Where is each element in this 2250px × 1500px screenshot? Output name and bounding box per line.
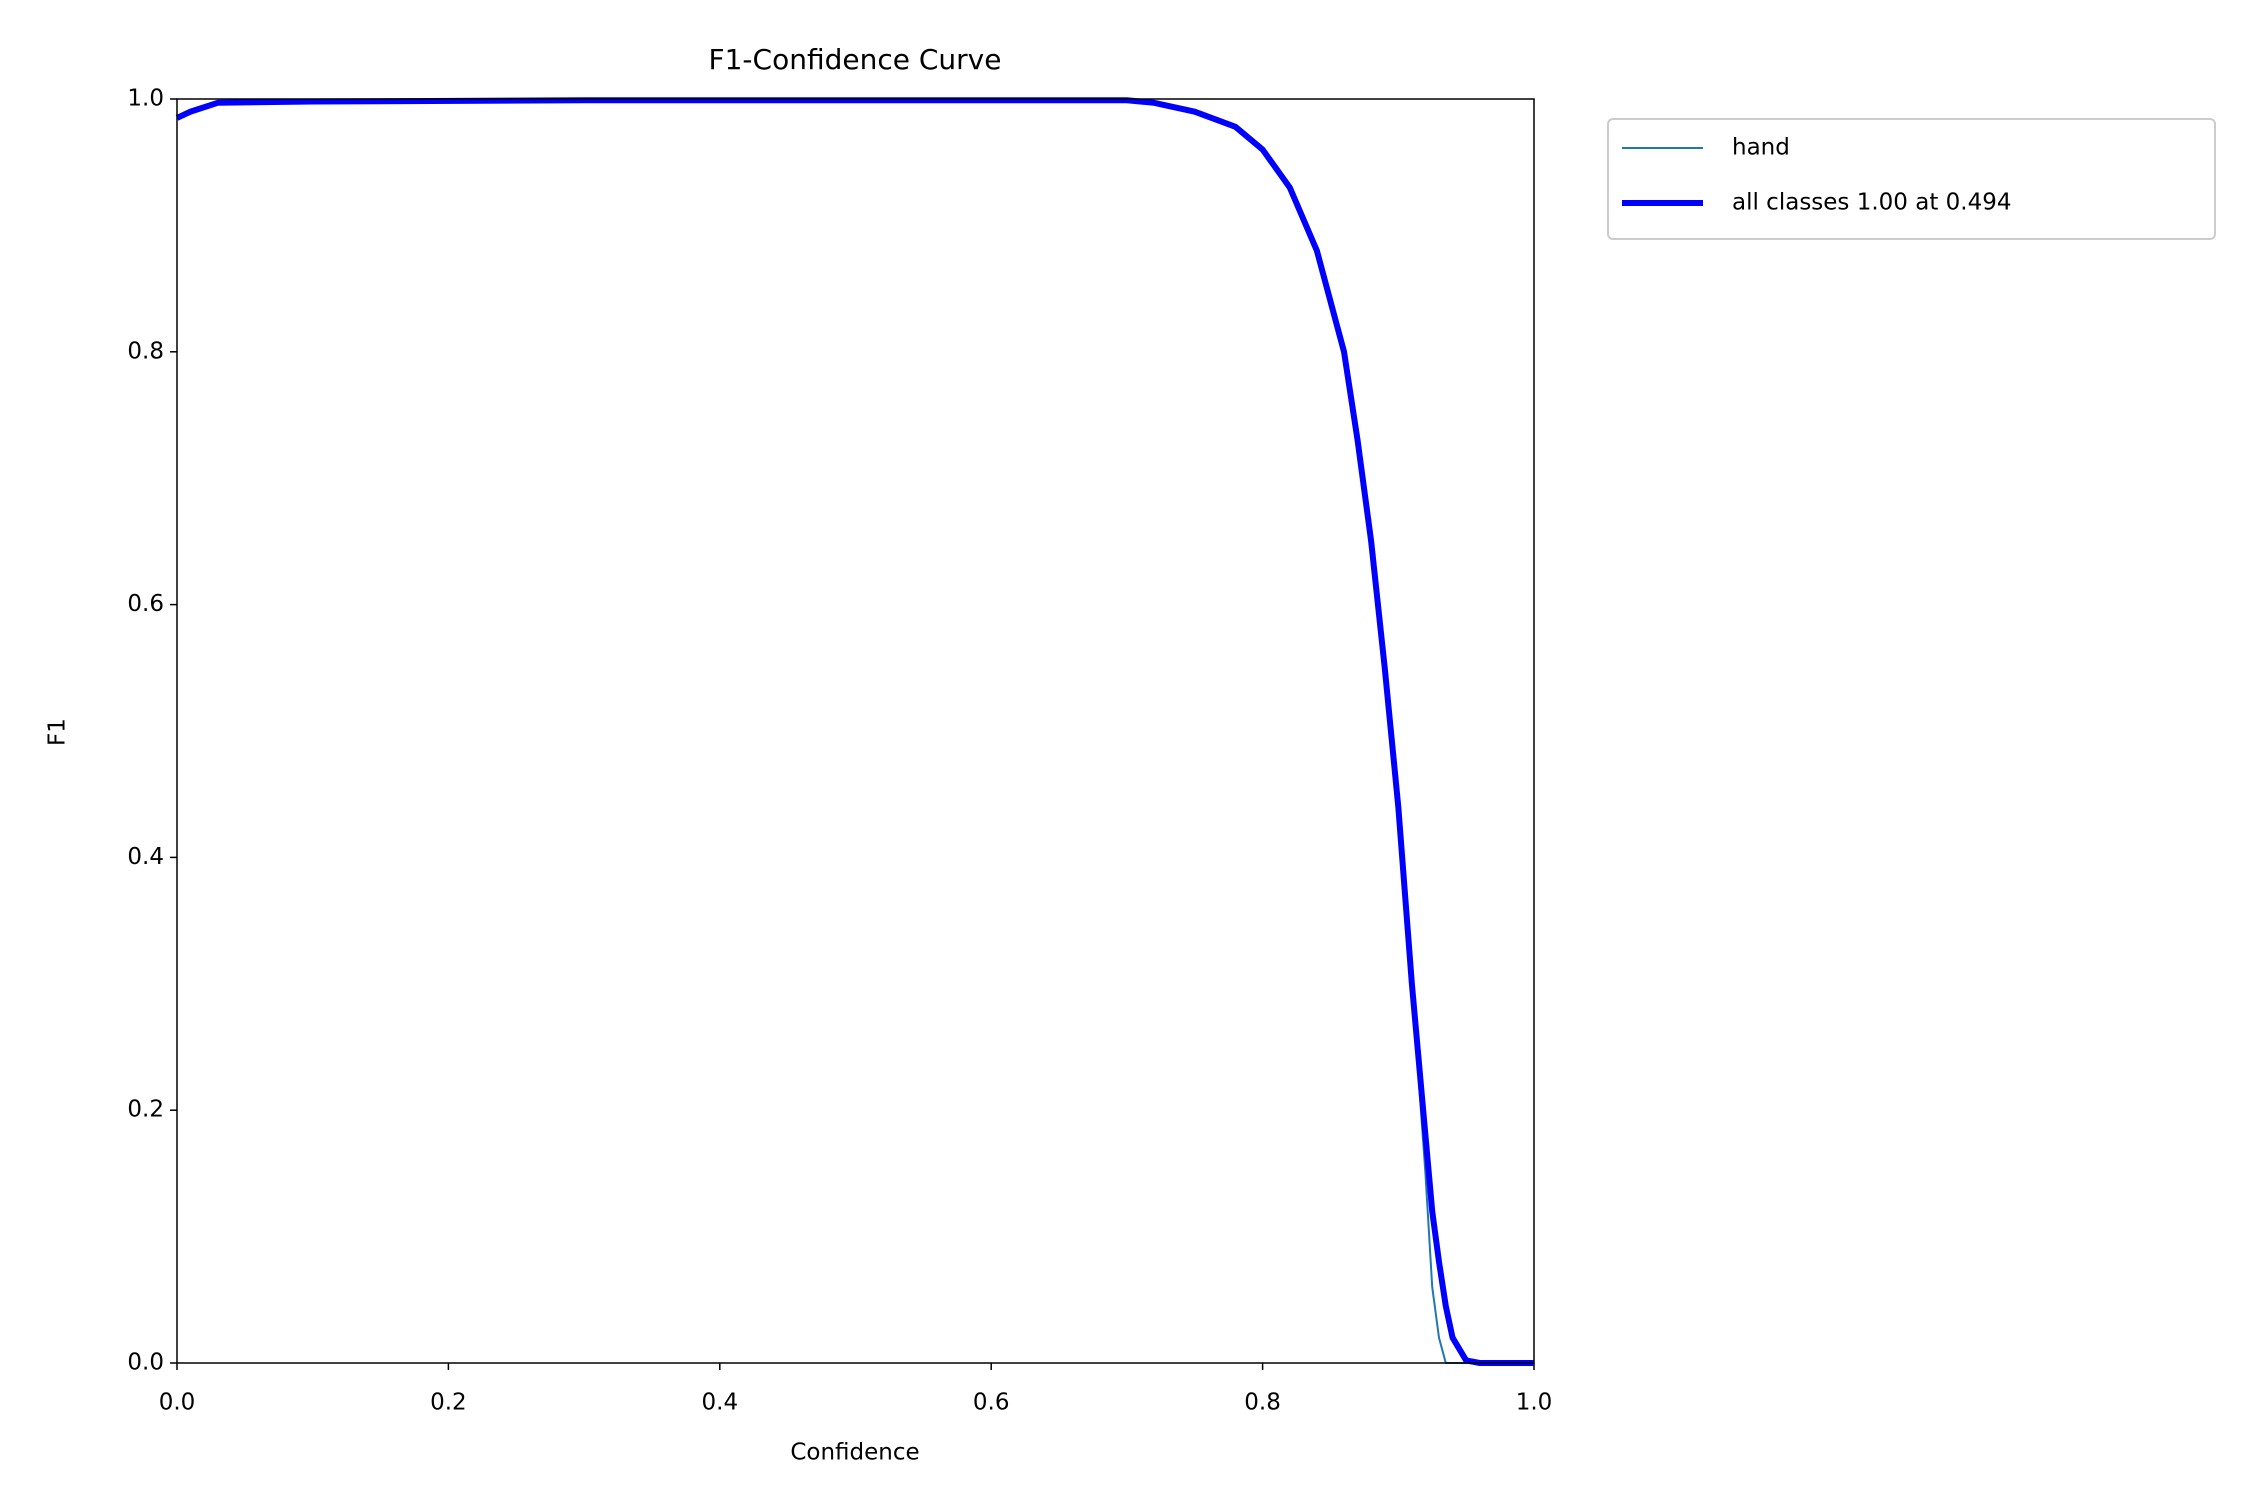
x-tick-label: 1.0: [1516, 1390, 1553, 1416]
y-tick-label: 0.8: [127, 338, 164, 364]
x-tick-label: 0.0: [159, 1390, 196, 1416]
legend-label: hand: [1732, 135, 1790, 161]
chart-title: F1-Confidence Curve: [709, 43, 1002, 76]
x-tick-label: 0.2: [430, 1390, 467, 1416]
legend-label: all classes 1.00 at 0.494: [1732, 190, 2012, 216]
x-axis-label: Confidence: [790, 1440, 919, 1466]
series-line: [175, 97, 1534, 1366]
x-tick-label: 0.8: [1244, 1390, 1281, 1416]
y-tick-label: 0.2: [127, 1097, 164, 1123]
y-tick-label: 0.0: [127, 1350, 164, 1376]
y-axis-label: F1: [45, 718, 71, 746]
x-tick-label: 0.6: [973, 1390, 1010, 1416]
legend-box: [1607, 118, 2216, 240]
plot-frame: [176, 98, 1535, 1364]
x-tick-label: 0.4: [702, 1390, 739, 1416]
y-tick-label: 0.4: [127, 844, 164, 870]
y-tick-label: 1.0: [127, 86, 164, 112]
y-tick-label: 0.6: [127, 591, 164, 617]
